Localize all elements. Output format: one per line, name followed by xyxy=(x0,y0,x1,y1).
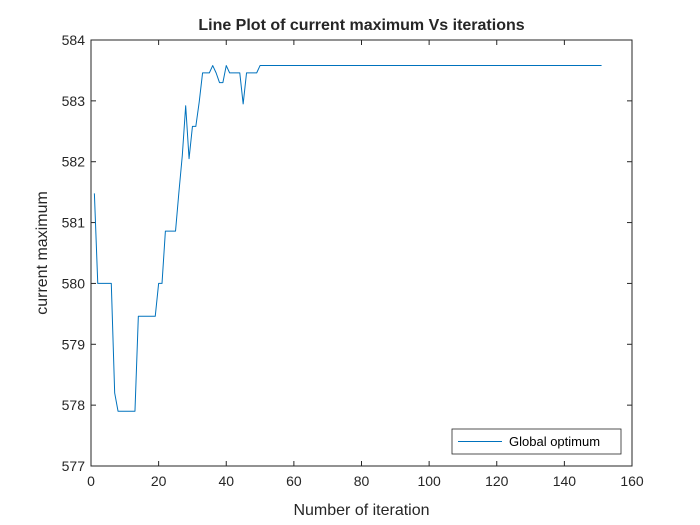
x-tick-label: 0 xyxy=(87,473,95,489)
x-tick-label: 100 xyxy=(417,473,441,489)
x-tick-label: 120 xyxy=(485,473,509,489)
y-tick-label: 582 xyxy=(62,154,86,170)
y-tick-label: 578 xyxy=(62,397,86,413)
x-tick-label: 160 xyxy=(620,473,644,489)
y-axis-label: current maximum xyxy=(34,191,51,315)
legend: Global optimum xyxy=(451,428,622,455)
x-tick-label: 20 xyxy=(151,473,167,489)
y-axis-ticks: 577 578 579 580 581 582 583 584 xyxy=(62,32,632,474)
y-tick-label: 583 xyxy=(62,93,86,109)
chart-title: Line Plot of current maximum Vs iteratio… xyxy=(198,17,524,34)
legend-entry-global-optimum: Global optimum xyxy=(509,434,600,449)
y-tick-label: 577 xyxy=(62,458,86,474)
x-tick-label: 140 xyxy=(553,473,577,489)
x-tick-label: 60 xyxy=(286,473,302,489)
y-tick-label: 584 xyxy=(62,32,86,48)
series-line-global-optimum xyxy=(93,65,602,412)
x-tick-label: 80 xyxy=(354,473,370,489)
plot-area xyxy=(90,39,633,467)
x-axis-ticks: 0 20 40 60 80 100 120 140 160 xyxy=(87,40,644,489)
y-tick-label: 580 xyxy=(62,275,86,291)
x-axis-label: Number of iteration xyxy=(293,502,429,519)
x-tick-label: 40 xyxy=(218,473,234,489)
series-layer xyxy=(93,65,602,412)
y-tick-label: 579 xyxy=(62,336,86,352)
y-tick-label: 581 xyxy=(62,215,86,231)
